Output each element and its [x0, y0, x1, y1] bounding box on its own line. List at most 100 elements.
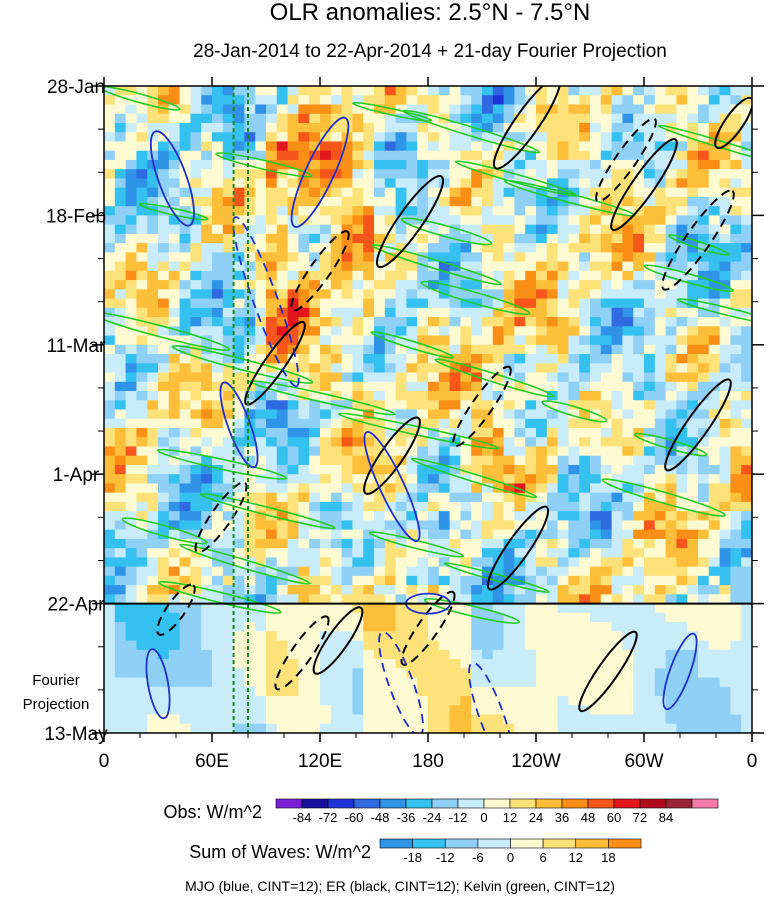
- er-contour: [661, 189, 735, 291]
- colorbar-tick-label: 18: [601, 850, 615, 865]
- colorbar-tick-label: 12: [503, 810, 517, 825]
- colorbar-tick-label: 12: [569, 850, 583, 865]
- chart-subtitle: 28-Jan-2014 to 22-Apr-2014 + 21-day Four…: [193, 41, 667, 62]
- er-contour: [290, 230, 350, 312]
- colorbar-tick-label: -84: [293, 810, 312, 825]
- er-contour: [714, 96, 752, 150]
- colorbar-tick-label: -36: [397, 810, 416, 825]
- y-tick-label: 22-Apr: [47, 595, 105, 616]
- projection-label-line1: Fourier: [32, 672, 80, 689]
- colorbar-swatch: [444, 838, 479, 849]
- kelvin-contour: [443, 562, 551, 594]
- colorbar-swatch: [639, 798, 667, 809]
- kelvin-contour: [179, 543, 311, 585]
- y-tick-label: 11-Mar: [47, 336, 106, 357]
- kelvin-contour: [158, 580, 282, 614]
- colorbar-tick-label: -24: [423, 810, 442, 825]
- colorbar-tick-label: 0: [480, 810, 487, 825]
- y-tick-label: 18-Feb: [46, 206, 106, 227]
- kelvin-contour: [248, 380, 396, 416]
- colorbar-swatch: [613, 798, 641, 809]
- x-axis: 0 60E 120E 180 120W 60W 0: [99, 77, 758, 772]
- kelvin-contour: [423, 598, 521, 624]
- colorbar-tick-label: -12: [436, 850, 455, 865]
- mjo-contour: [363, 431, 421, 543]
- mjo-contour: [145, 648, 171, 720]
- mjo-contour: [149, 130, 195, 227]
- colorbar-tick-label: -60: [345, 810, 364, 825]
- er-contour: [194, 481, 248, 554]
- er-contour: [312, 606, 364, 675]
- waves-colorbar-label: Sum of Waves: W/m^2: [189, 842, 371, 862]
- colorbar-swatch: [431, 798, 459, 809]
- y-axis: 28-Jan 18-Feb 11-Mar 1-Apr 22-Apr 13-May: [44, 77, 764, 745]
- y-tick-label: 1-Apr: [53, 465, 100, 486]
- kelvin-contour: [138, 202, 209, 221]
- colorbar-tick-label: -72: [319, 810, 338, 825]
- kelvin-contour: [643, 264, 734, 293]
- mjo-contours: [145, 116, 698, 733]
- x-tick-label: 0: [747, 751, 758, 772]
- x-tick-label: 120E: [298, 751, 342, 772]
- kelvin-contour: [676, 298, 752, 325]
- colorbar-swatch: [327, 798, 355, 809]
- x-tick-label: 180: [412, 751, 444, 772]
- kelvin-contour: [352, 101, 433, 122]
- colorbar-tick-label: 24: [529, 810, 543, 825]
- er-contour: [274, 615, 330, 691]
- y-tick-label: 28-Jan: [47, 77, 105, 98]
- kelvin-contour: [634, 432, 708, 457]
- colorbar-tick-label: -48: [371, 810, 390, 825]
- x-tick-label: 60W: [624, 751, 663, 772]
- kelvin-contour: [420, 280, 531, 316]
- colorbar-tick-label: 0: [507, 850, 514, 865]
- er-contour: [595, 117, 657, 203]
- colorbar-swatch: [587, 798, 615, 809]
- colorbar-swatch: [483, 798, 511, 809]
- colorbar-tick-label: 6: [540, 850, 547, 865]
- kelvin-contour: [121, 517, 208, 545]
- colorbar-swatch: [477, 838, 511, 849]
- kelvin-contour: [410, 457, 538, 499]
- mjo-contour: [219, 381, 259, 469]
- wave-legend-text: MJO (blue, CINT=12); ER (black, CINT=12)…: [185, 878, 615, 894]
- er-contour: [492, 86, 562, 170]
- kelvin-contour: [215, 152, 313, 178]
- colorbar-swatch: [301, 798, 329, 809]
- colorbar-tick-label: 60: [607, 810, 621, 825]
- kelvin-contour: [601, 478, 726, 517]
- projection-label-line2: Projection: [23, 696, 90, 713]
- er-contour: [486, 505, 550, 591]
- er-contour: [400, 590, 456, 666]
- kelvin-contour: [657, 124, 752, 166]
- colorbar-swatch: [457, 798, 485, 809]
- kelvin-contour: [156, 448, 288, 480]
- colorbar-swatch: [575, 838, 609, 849]
- waves-colorbar: -18 -12 -6 0 6 12 18: [379, 838, 642, 865]
- colorbar-swatch: [353, 798, 381, 809]
- colorbar-tick-label: 36: [555, 810, 569, 825]
- kelvin-contour: [667, 234, 730, 256]
- obs-heatmap: [104, 86, 752, 605]
- er-contour: [452, 365, 512, 448]
- er-contours: [156, 86, 752, 713]
- er-contour: [363, 416, 421, 495]
- colorbar-swatch: [691, 798, 719, 809]
- x-tick-label: 0: [99, 751, 110, 772]
- colorbar-swatch: [379, 798, 407, 809]
- colorbar-swatch: [561, 798, 589, 809]
- er-contour: [610, 138, 678, 232]
- mjo-contour: [662, 632, 698, 711]
- colorbar-swatch: [405, 798, 433, 809]
- colorbar-swatch: [379, 838, 413, 849]
- colorbar-tick-label: 84: [659, 810, 673, 825]
- kelvin-contour: [402, 109, 541, 154]
- colorbar-swatch: [510, 838, 544, 849]
- colorbar-swatch: [412, 838, 446, 849]
- mjo-contour: [290, 116, 350, 228]
- er-contour: [375, 174, 445, 269]
- colorbar-swatch: [542, 838, 577, 849]
- kelvin-contour: [370, 331, 455, 359]
- fourier-projection-field: [104, 603, 752, 733]
- x-tick-label: 60E: [195, 751, 229, 772]
